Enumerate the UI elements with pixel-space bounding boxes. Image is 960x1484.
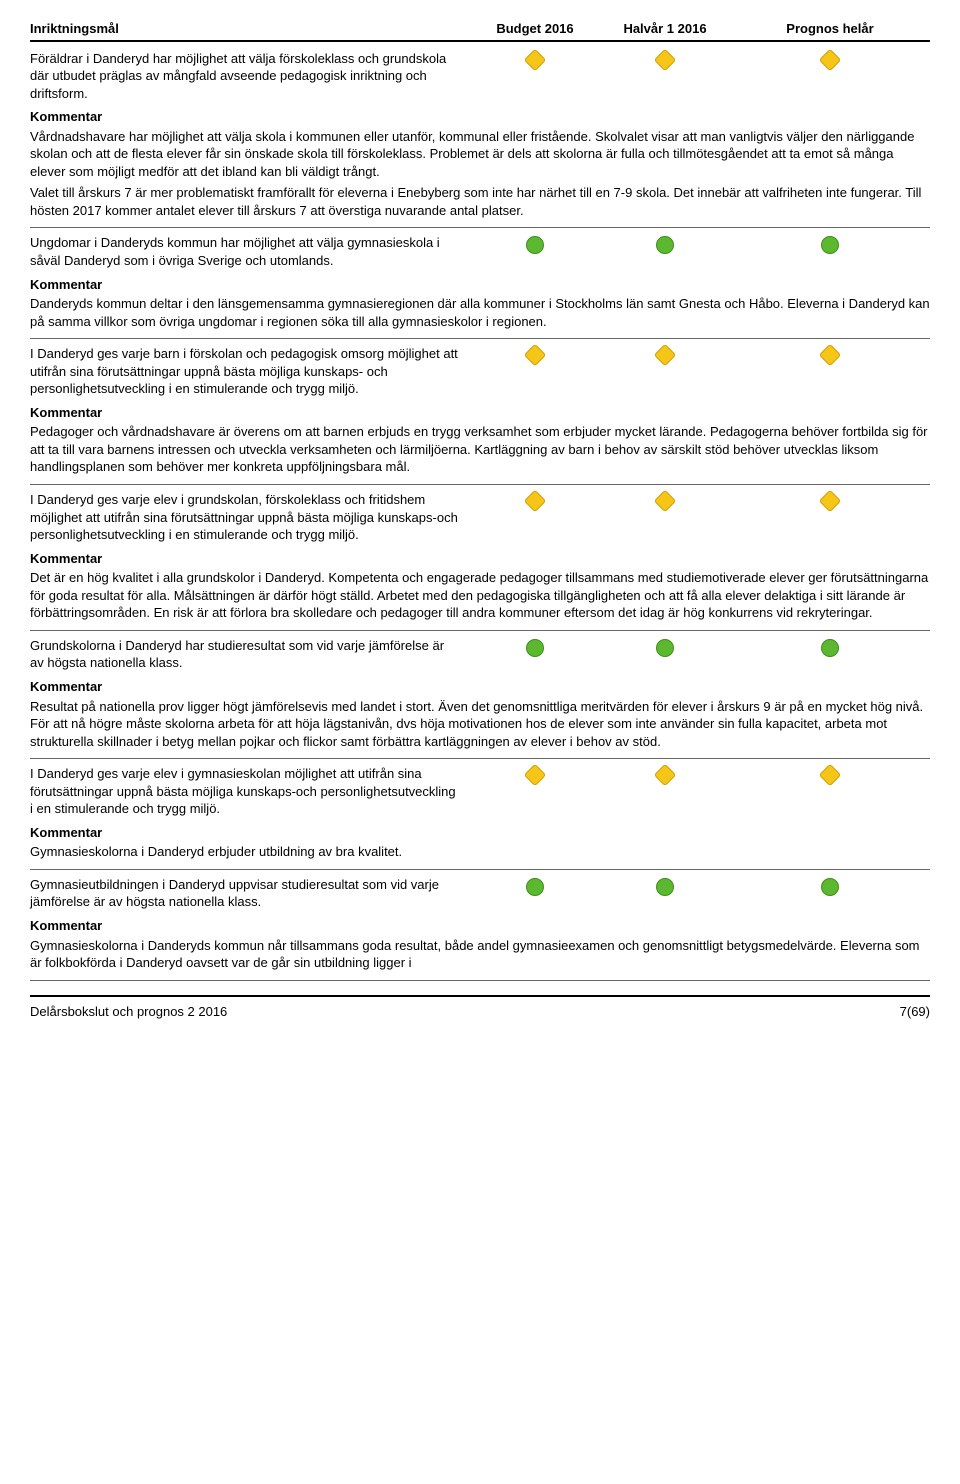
diamond-yellow-icon (524, 764, 547, 787)
goal-section: I Danderyd ges varje barn i förskolan oc… (30, 339, 930, 485)
page-footer: Delårsbokslut och prognos 2 2016 7(69) (30, 995, 930, 1021)
comment-label: Kommentar (30, 678, 930, 696)
goal-section: Gymnasieutbildningen i Danderyd uppvisar… (30, 870, 930, 981)
circle-green-icon (821, 236, 839, 254)
comment-paragraph: Gymnasieskolorna i Danderyd erbjuder utb… (30, 843, 930, 861)
comment-text: Gymnasieskolorna i Danderyds kommun når … (30, 937, 930, 972)
circle-green-icon (526, 878, 544, 896)
goal-section: Ungdomar i Danderyds kommun har möjlighe… (30, 228, 930, 339)
circle-green-icon (821, 878, 839, 896)
diamond-yellow-icon (654, 48, 677, 71)
status-cell (600, 491, 730, 514)
diamond-yellow-icon (819, 764, 842, 787)
comment-paragraph: Gymnasieskolorna i Danderyds kommun når … (30, 937, 930, 972)
diamond-yellow-icon (654, 490, 677, 513)
goal-text: Ungdomar i Danderyds kommun har möjlighe… (30, 234, 470, 269)
goal-row: I Danderyd ges varje barn i förskolan oc… (30, 345, 930, 398)
circle-green-icon (526, 236, 544, 254)
comment-paragraph: Resultat på nationella prov ligger högt … (30, 698, 930, 751)
goal-text: I Danderyd ges varje elev i grundskolan,… (30, 491, 470, 544)
status-cell (470, 50, 600, 73)
diamond-yellow-icon (654, 764, 677, 787)
status-cell (730, 765, 930, 788)
comment-text: Det är en hög kvalitet i alla grundskolo… (30, 569, 930, 622)
goal-row: Föräldrar i Danderyd har möjlighet att v… (30, 50, 930, 103)
goal-row: Gymnasieutbildningen i Danderyd uppvisar… (30, 876, 930, 911)
goal-section: I Danderyd ges varje elev i grundskolan,… (30, 485, 930, 631)
sections-container: Föräldrar i Danderyd har möjlighet att v… (30, 44, 930, 981)
diamond-yellow-icon (819, 490, 842, 513)
status-cell (730, 234, 930, 259)
circle-green-icon (821, 639, 839, 657)
diamond-yellow-icon (524, 48, 547, 71)
comment-text: Gymnasieskolorna i Danderyd erbjuder utb… (30, 843, 930, 861)
goal-text: I Danderyd ges varje elev i gymnasieskol… (30, 765, 470, 818)
diamond-yellow-icon (819, 48, 842, 71)
status-cell (470, 765, 600, 788)
status-cell (730, 876, 930, 901)
diamond-yellow-icon (819, 344, 842, 367)
circle-green-icon (656, 639, 674, 657)
circle-green-icon (656, 878, 674, 896)
status-cell (730, 345, 930, 368)
header-budget: Budget 2016 (470, 20, 600, 38)
goal-row: Grundskolorna i Danderyd har studieresul… (30, 637, 930, 672)
comment-label: Kommentar (30, 108, 930, 126)
status-cell (470, 345, 600, 368)
status-cell (470, 637, 600, 662)
status-cell (600, 234, 730, 259)
goal-section: I Danderyd ges varje elev i gymnasieskol… (30, 759, 930, 870)
comment-label: Kommentar (30, 404, 930, 422)
comment-paragraph: Vårdnadshavare har möjlighet att välja s… (30, 128, 930, 181)
goal-text: Grundskolorna i Danderyd har studieresul… (30, 637, 470, 672)
header-goal: Inriktningsmål (30, 20, 470, 38)
status-cell (730, 491, 930, 514)
circle-green-icon (656, 236, 674, 254)
diamond-yellow-icon (654, 344, 677, 367)
comment-paragraph: Valet till årskurs 7 är mer problematisk… (30, 184, 930, 219)
status-cell (730, 637, 930, 662)
status-cell (470, 234, 600, 259)
goal-text: Gymnasieutbildningen i Danderyd uppvisar… (30, 876, 470, 911)
goal-section: Föräldrar i Danderyd har möjlighet att v… (30, 44, 930, 229)
header-prognosis: Prognos helår (730, 20, 930, 38)
comment-label: Kommentar (30, 276, 930, 294)
comment-label: Kommentar (30, 550, 930, 568)
goal-row: I Danderyd ges varje elev i grundskolan,… (30, 491, 930, 544)
diamond-yellow-icon (524, 490, 547, 513)
comment-paragraph: Danderyds kommun deltar i den länsgemens… (30, 295, 930, 330)
goal-text: I Danderyd ges varje barn i förskolan oc… (30, 345, 470, 398)
comment-text: Pedagoger och vårdnadshavare är överens … (30, 423, 930, 476)
comment-text: Vårdnadshavare har möjlighet att välja s… (30, 128, 930, 220)
goal-text: Föräldrar i Danderyd har möjlighet att v… (30, 50, 470, 103)
status-cell (600, 50, 730, 73)
status-cell (470, 491, 600, 514)
status-cell (730, 50, 930, 73)
goal-row: Ungdomar i Danderyds kommun har möjlighe… (30, 234, 930, 269)
status-cell (470, 876, 600, 901)
status-cell (600, 345, 730, 368)
footer-right: 7(69) (900, 1003, 930, 1021)
comment-text: Resultat på nationella prov ligger högt … (30, 698, 930, 751)
comment-text: Danderyds kommun deltar i den länsgemens… (30, 295, 930, 330)
goal-row: I Danderyd ges varje elev i gymnasieskol… (30, 765, 930, 818)
goal-section: Grundskolorna i Danderyd har studieresul… (30, 631, 930, 759)
header-half: Halvår 1 2016 (600, 20, 730, 38)
status-cell (600, 637, 730, 662)
comment-paragraph: Det är en hög kvalitet i alla grundskolo… (30, 569, 930, 622)
table-header: Inriktningsmål Budget 2016 Halvår 1 2016… (30, 20, 930, 42)
status-cell (600, 876, 730, 901)
comment-label: Kommentar (30, 917, 930, 935)
status-cell (600, 765, 730, 788)
diamond-yellow-icon (524, 344, 547, 367)
footer-left: Delårsbokslut och prognos 2 2016 (30, 1003, 227, 1021)
circle-green-icon (526, 639, 544, 657)
comment-paragraph: Pedagoger och vårdnadshavare är överens … (30, 423, 930, 476)
comment-label: Kommentar (30, 824, 930, 842)
